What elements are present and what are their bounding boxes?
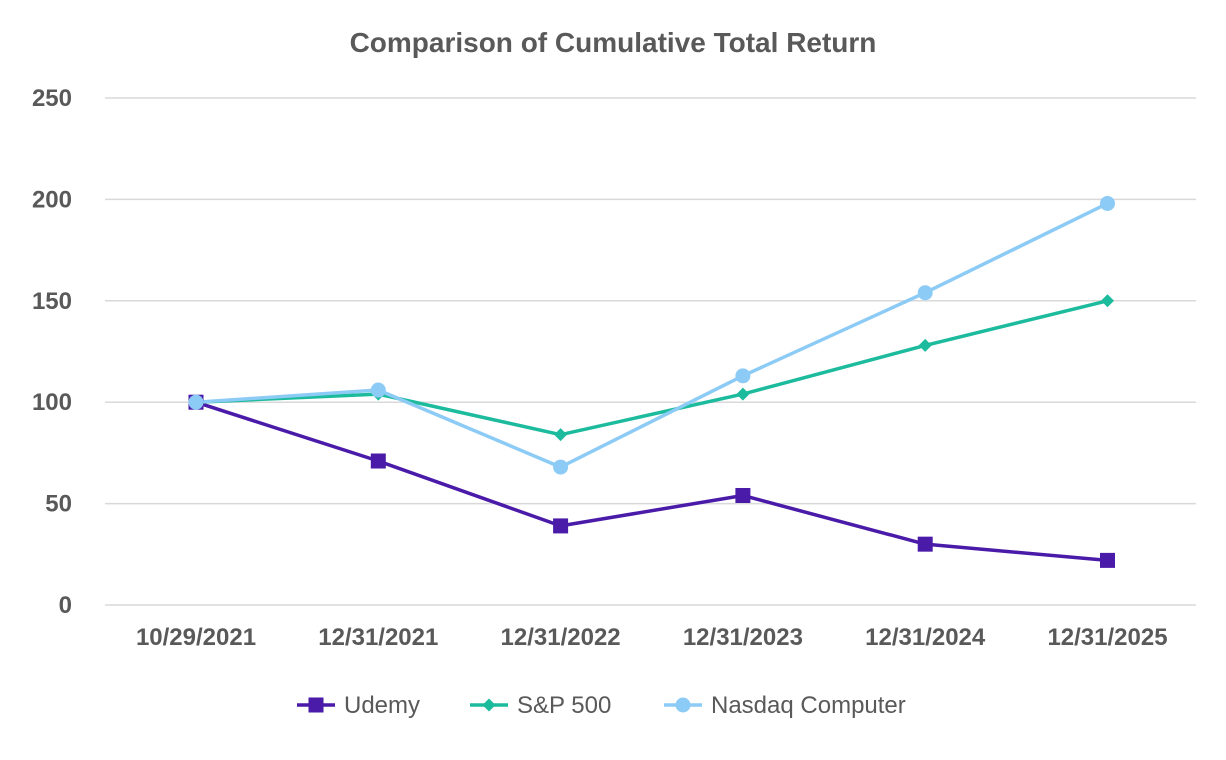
legend-item-udemy: Udemy [297, 692, 420, 719]
y-tick-label: 250 [32, 85, 72, 112]
x-tick-label: 12/31/2022 [501, 624, 621, 651]
series-line-s-p-500 [194, 299, 1110, 437]
y-axis-tick-labels: 0 50 100 150 200 250 [32, 85, 72, 619]
data-point-udemy [370, 453, 386, 469]
gridlines [105, 97, 1196, 606]
data-point-nasdaq-computer [1100, 195, 1115, 211]
data-point-nasdaq-computer [370, 382, 386, 398]
legend-item-s-p-500: S&P 500 [470, 692, 611, 719]
x-tick-label: 12/31/2024 [865, 624, 986, 651]
legend: Udemy S&P 500 Nasdaq Computer [297, 692, 906, 719]
data-point-s-p-500 [736, 387, 750, 401]
data-point-nasdaq-computer [917, 285, 933, 301]
x-axis-tick-labels: 10/29/2021 12/31/2021 12/31/2022 12/31/2023… [136, 624, 1168, 651]
legend-marker-circle [675, 697, 691, 713]
series-lines [194, 201, 1110, 563]
legend-label: Nasdaq Computer [711, 692, 906, 719]
data-point-s-p-500 [1101, 294, 1114, 308]
y-tick-label: 50 [45, 491, 72, 518]
data-point-nasdaq-computer [553, 459, 569, 475]
y-tick-label: 200 [32, 186, 72, 213]
data-point-udemy [917, 536, 933, 552]
legend-marker-diamond [482, 698, 496, 712]
data-point-udemy [1100, 552, 1115, 568]
y-tick-label: 100 [32, 389, 72, 416]
series-markers [188, 195, 1115, 568]
y-tick-label: 0 [59, 592, 72, 619]
data-point-udemy [553, 518, 569, 534]
series-line-udemy [194, 400, 1110, 563]
x-tick-label: 10/29/2021 [136, 624, 256, 651]
legend-item-nasdaq-computer: Nasdaq Computer [664, 692, 906, 719]
data-point-nasdaq-computer [188, 394, 204, 410]
y-tick-label: 150 [32, 288, 72, 315]
series-line-nasdaq-computer [194, 201, 1110, 469]
data-point-s-p-500 [918, 338, 932, 352]
data-point-udemy [735, 487, 751, 503]
data-point-s-p-500 [554, 428, 568, 442]
x-tick-label: 12/31/2023 [683, 624, 803, 651]
x-tick-label: 12/31/2021 [318, 624, 438, 651]
chart-title: Comparison of Cumulative Total Return [350, 27, 877, 58]
legend-label: S&P 500 [517, 692, 611, 719]
data-point-nasdaq-computer [735, 368, 751, 384]
legend-label: Udemy [344, 692, 420, 719]
legend-marker-square [308, 697, 324, 713]
x-tick-label: 12/31/2025 [1047, 624, 1167, 651]
